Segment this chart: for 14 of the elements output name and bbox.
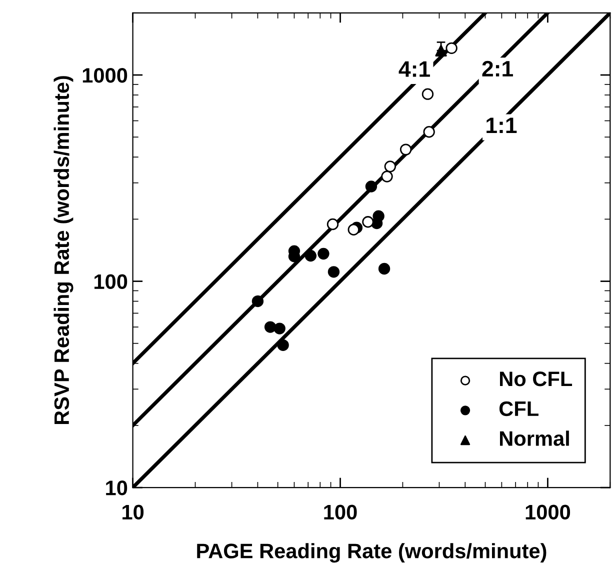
x-tick-label: 100 xyxy=(324,504,357,520)
x-tick-label: 10 xyxy=(122,504,144,520)
annotation: 4:1 xyxy=(398,61,430,77)
x-tick-label: 1000 xyxy=(526,504,570,520)
x-axis-title: PAGE Reading Rate (words/minute) xyxy=(197,543,546,563)
y-tick-label: 100 xyxy=(94,274,128,290)
legend-label: No CFL xyxy=(500,372,572,386)
legend-label: Normal xyxy=(500,430,569,446)
legend-label: CFL xyxy=(499,401,538,416)
y-tick-label: 1000 xyxy=(82,68,128,83)
annotation: 2:1 xyxy=(482,60,513,76)
y-tick-label: 10 xyxy=(106,480,128,496)
annotation: 1:1 xyxy=(486,118,517,133)
y-axis-title: RSVP Reading Rate (words/minute) xyxy=(54,76,74,424)
